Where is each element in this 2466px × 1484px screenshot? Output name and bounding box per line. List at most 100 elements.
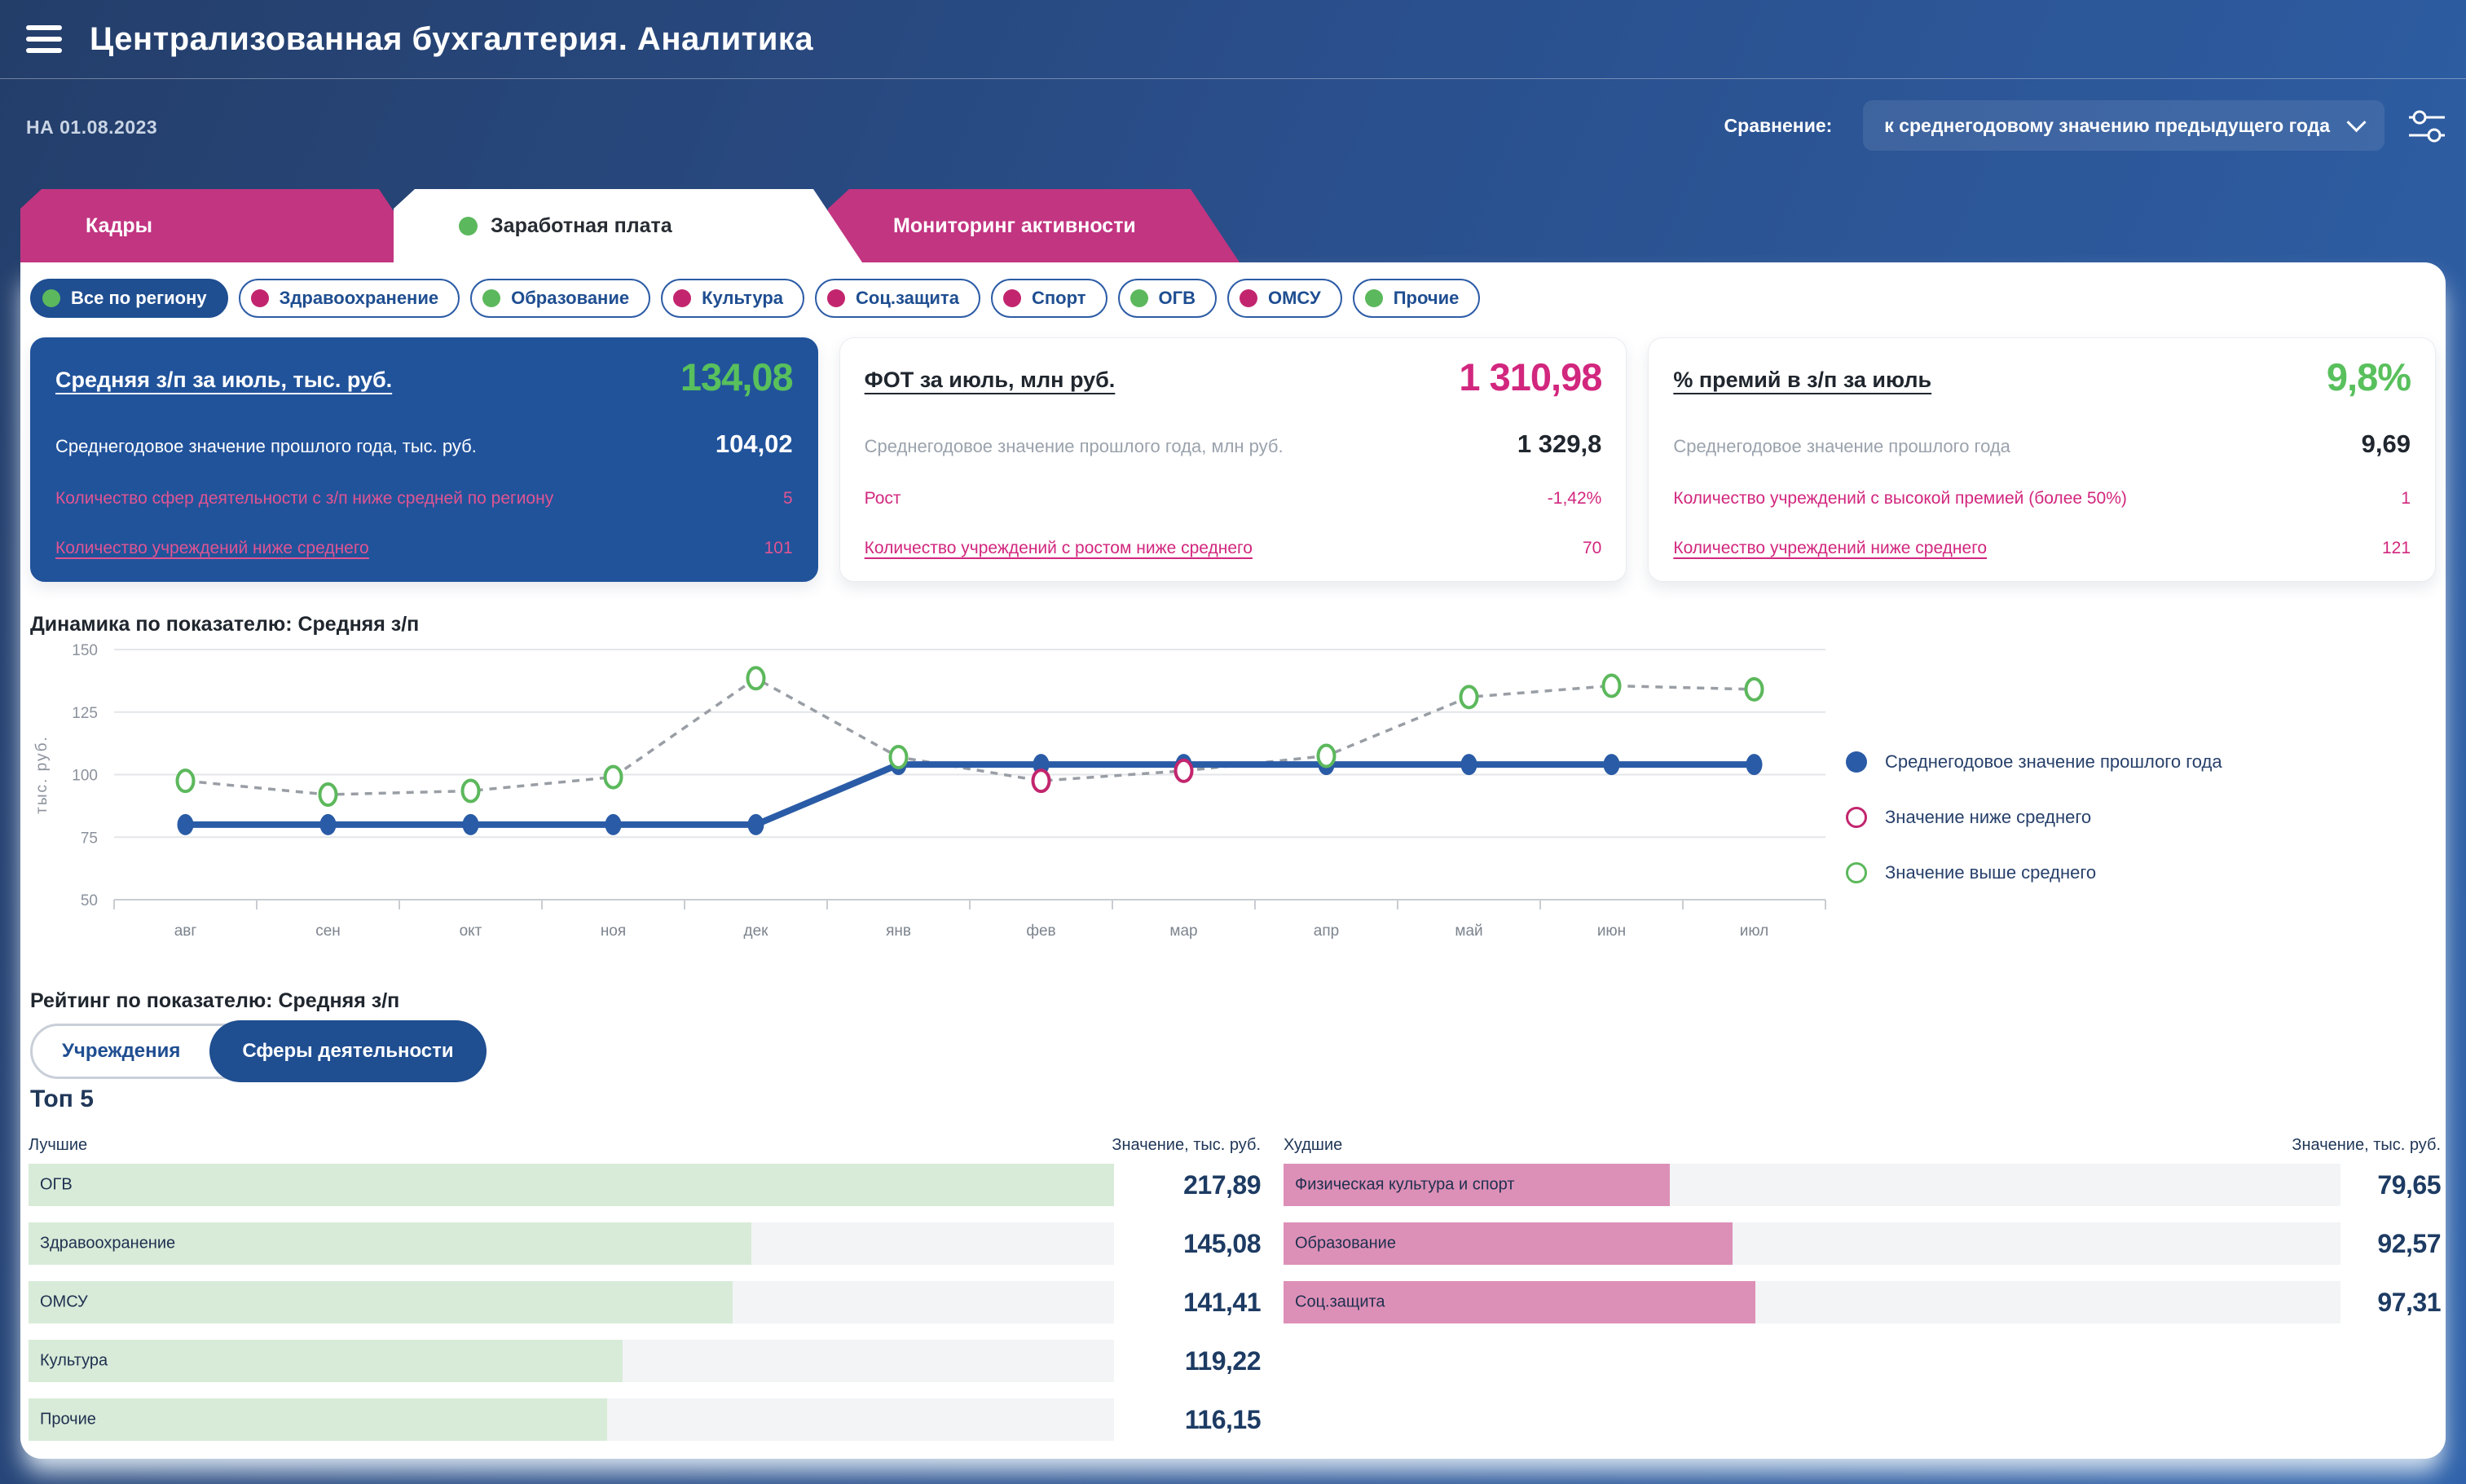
card-title-link[interactable]: % премий в з/п за июль [1673, 354, 1931, 393]
svg-text:май: май [1455, 923, 1482, 940]
value-header: Значение, тыс. руб. [2292, 1136, 2441, 1155]
row-label: Рост [865, 489, 901, 509]
pill-label: Здравоохранение [280, 288, 438, 309]
status-dot-icon [482, 289, 500, 307]
worst-column-header: Худшие Значение, тыс. руб. [1284, 1136, 2441, 1155]
bar-row: ОМСУ141,41 [29, 1281, 1261, 1323]
bar-row: Культура119,22 [29, 1340, 1261, 1382]
svg-text:мар: мар [1169, 923, 1197, 940]
pill-label: Образование [511, 288, 629, 309]
tab-label: Заработная плата [491, 214, 672, 238]
status-dot-icon [251, 289, 269, 307]
pill-label: ОМСУ [1268, 288, 1321, 309]
tab-kadry[interactable]: Кадры [20, 189, 428, 262]
card-title-link[interactable]: Средняя з/п за июль, тыс. руб. [55, 354, 392, 393]
bar-label: Здравоохранение [40, 1235, 175, 1253]
pink-open-marker-icon [1846, 807, 1867, 828]
legend-label: Значение ниже среднего [1885, 807, 2091, 828]
bar-value: 116,15 [1114, 1405, 1261, 1435]
row-value: 121 [2382, 539, 2411, 558]
row-link[interactable]: Количество учреждений ниже среднего [55, 539, 369, 558]
row-label: Количество учреждений с высокой премией … [1673, 489, 2127, 509]
filter-pill-culture[interactable]: Культура [661, 279, 804, 318]
best-label: Лучшие [29, 1136, 87, 1155]
svg-text:июн: июн [1597, 923, 1626, 940]
status-dot-icon [1240, 289, 1257, 307]
tab-label: Мониторинг активности [893, 214, 1136, 238]
bar-label: ОГВ [40, 1176, 73, 1195]
svg-text:дек: дек [744, 923, 769, 940]
main-tabs: Кадры Заработная плата Мониторинг активн… [20, 189, 1240, 262]
filter-pill-ogv[interactable]: ОГВ [1118, 279, 1217, 318]
tab-monitoring[interactable]: Мониторинг активности [828, 189, 1240, 262]
svg-text:фев: фев [1026, 923, 1055, 940]
svg-text:июл: июл [1740, 923, 1769, 940]
filter-pill-omsu[interactable]: ОМСУ [1227, 279, 1342, 318]
chart-title: Динамика по показателю: Средняя з/п [30, 613, 419, 636]
value-header: Значение, тыс. руб. [1112, 1136, 1261, 1155]
bar-row: Прочие 116,15 [29, 1398, 1261, 1441]
card-value: 1 310,98 [1459, 354, 1601, 399]
card-value: 134,08 [680, 354, 793, 399]
bar-row: Образование 92,57 [1284, 1222, 2441, 1265]
filter-pill-education[interactable]: Образование [470, 279, 650, 318]
top5-title: Топ 5 [30, 1085, 94, 1113]
filter-pill-all-region[interactable]: Все по региону [30, 279, 228, 318]
bar-label: ОМСУ [40, 1293, 88, 1312]
svg-text:апр: апр [1314, 923, 1339, 940]
status-dot-icon [1365, 289, 1383, 307]
rating-title: Рейтинг по показателю: Средняя з/п [30, 989, 399, 1013]
worst-bars: Физическая культура и спорт79,65 Образов… [1284, 1164, 2441, 1340]
svg-text:сен: сен [315, 923, 341, 940]
pill-label: Культура [702, 288, 783, 309]
tab-zarplata[interactable]: Заработная плата [394, 189, 862, 262]
toggle-institutions[interactable]: Учреждения [33, 1040, 209, 1063]
hamburger-menu-icon[interactable] [26, 25, 62, 53]
comparison-dropdown[interactable]: к среднегодовому значению предыдущего го… [1863, 100, 2385, 151]
bar-label: Прочие [40, 1411, 96, 1429]
svg-text:75: 75 [81, 830, 98, 847]
app-window: Централизованная бухгалтерия. Аналитика … [0, 0, 2466, 1484]
row-value: 5 [783, 489, 793, 509]
status-dot-icon [1003, 289, 1021, 307]
row-link[interactable]: Количество учреждений с ростом ниже сред… [865, 539, 1253, 558]
bar-row: Физическая культура и спорт79,65 [1284, 1164, 2441, 1206]
app-title: Централизованная бухгалтерия. Аналитика [90, 21, 813, 58]
card-value: 9,8% [2327, 354, 2411, 399]
svg-text:ноя: ноя [601, 923, 626, 940]
pill-label: Спорт [1032, 288, 1086, 309]
svg-text:125: 125 [72, 705, 98, 722]
svg-text:50: 50 [81, 892, 98, 909]
status-dot-icon [827, 289, 845, 307]
status-dot-icon [673, 289, 691, 307]
legend-item: Значение ниже среднего [1846, 805, 2222, 830]
filter-pill-healthcare[interactable]: Здравоохранение [239, 279, 460, 318]
row-value: 104,02 [716, 429, 793, 459]
bar-value: 92,57 [2340, 1229, 2441, 1259]
filter-pill-other[interactable]: Прочие [1353, 279, 1481, 318]
filter-pill-social[interactable]: Соц.защита [815, 279, 980, 318]
settings-sliders-button[interactable] [2407, 108, 2446, 144]
row-value: 9,69 [2362, 429, 2411, 459]
card-premium-percent: % премий в з/п за июль 9,8% Среднегодово… [1648, 337, 2436, 582]
bar-label: Образование [1295, 1235, 1396, 1253]
bar-value: 79,65 [2340, 1170, 2441, 1200]
row-label: Среднегодовое значение прошлого года, ты… [55, 436, 477, 457]
bar-value: 97,31 [2340, 1288, 2441, 1318]
svg-text:150: 150 [72, 642, 98, 659]
row-link[interactable]: Количество учреждений ниже среднего [1673, 539, 1987, 558]
status-dot-icon [1130, 289, 1148, 307]
svg-text:авг: авг [174, 923, 197, 940]
svg-text:янв: янв [886, 923, 911, 940]
pill-label: Все по региону [71, 288, 207, 309]
best-bars: ОГВ217,89 Здравоохранение145,08 ОМСУ141,… [29, 1164, 1261, 1457]
best-column-header: Лучшие Значение, тыс. руб. [29, 1136, 1261, 1155]
filter-pill-sport[interactable]: Спорт [991, 279, 1107, 318]
bar-label: Культура [40, 1352, 108, 1371]
row-value: 70 [1583, 539, 1601, 558]
toggle-spheres[interactable]: Сферы деятельности [209, 1020, 486, 1082]
pill-label: Соц.защита [856, 288, 959, 309]
green-open-marker-icon [1846, 862, 1867, 883]
card-title-link[interactable]: ФОТ за июль, млн руб. [865, 354, 1116, 393]
tab-label: Кадры [86, 214, 152, 238]
